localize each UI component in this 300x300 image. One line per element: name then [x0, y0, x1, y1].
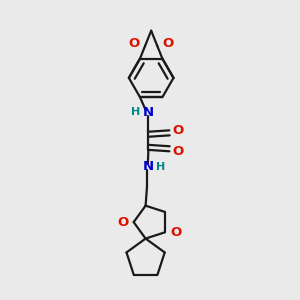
- Text: O: O: [129, 37, 140, 50]
- Text: O: O: [117, 216, 129, 229]
- Text: O: O: [172, 124, 183, 137]
- Text: O: O: [170, 226, 181, 239]
- Text: O: O: [162, 37, 173, 50]
- Text: O: O: [172, 145, 183, 158]
- Text: N: N: [142, 160, 153, 173]
- Text: H: H: [131, 107, 140, 117]
- Text: N: N: [143, 106, 154, 119]
- Text: H: H: [156, 162, 166, 172]
